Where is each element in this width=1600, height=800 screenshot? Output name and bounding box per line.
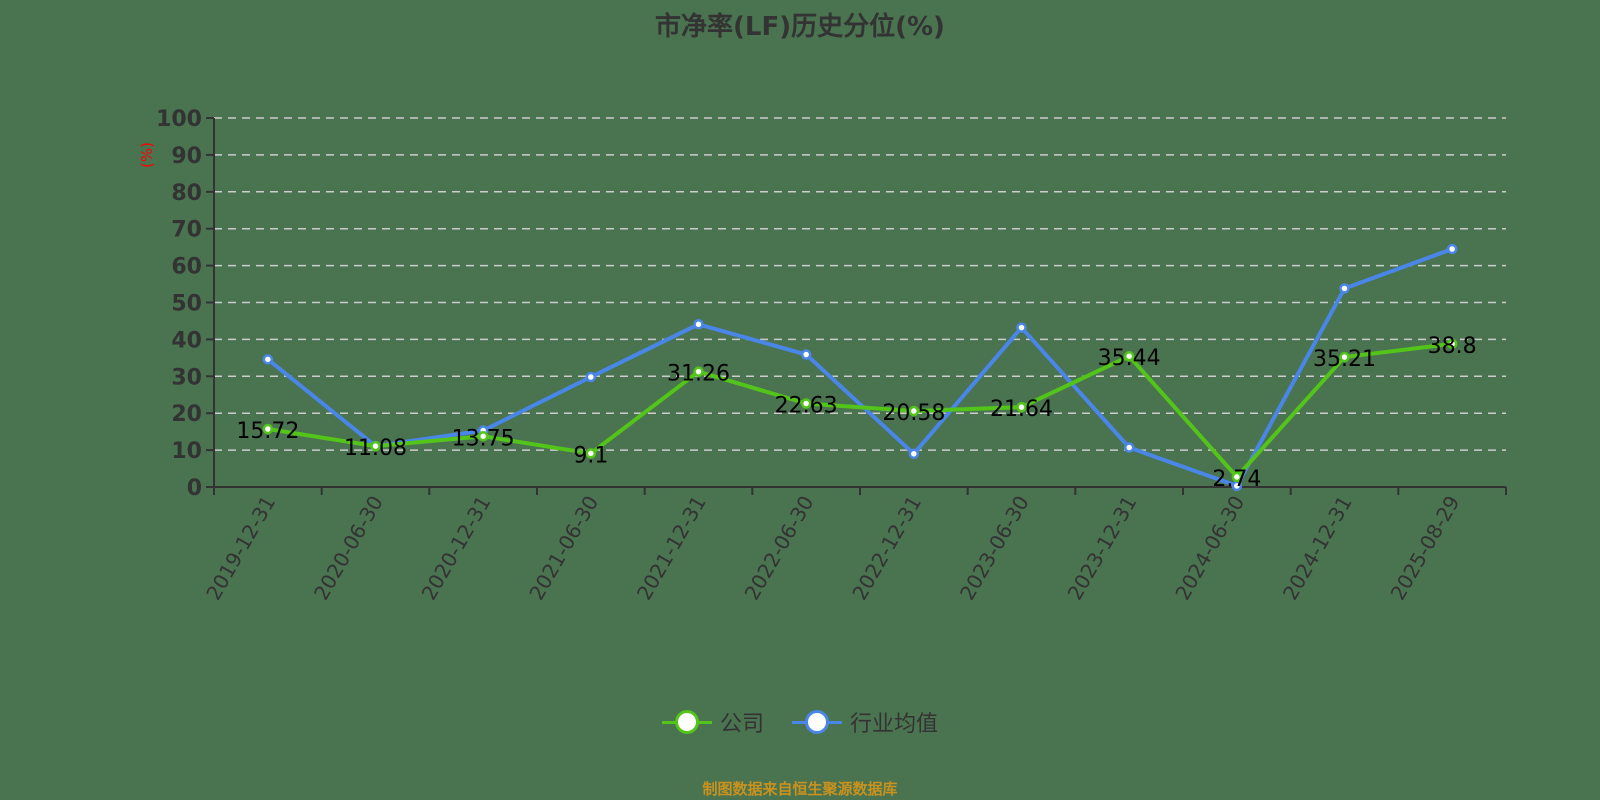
x-axis: 2019-12-31 2020-06-30 2020-12-31 2021-06-30… <box>201 486 1507 605</box>
x-tick-label: 2024-06-30 <box>1170 492 1249 605</box>
data-point[interactable] <box>1123 350 1135 362</box>
x-tick-label: 2020-06-30 <box>309 492 388 605</box>
data-point[interactable] <box>262 423 274 435</box>
x-tick-label: 2022-06-30 <box>740 492 819 605</box>
series-line-industry <box>266 247 1453 488</box>
x-tick-label: 2021-06-30 <box>524 492 603 605</box>
series-line-company <box>267 341 1453 479</box>
grid-lines <box>214 117 1506 451</box>
data-point[interactable] <box>800 398 812 409</box>
y-axis: 0 10 20 30 40 50 60 70 80 90 100(%) <box>138 107 215 501</box>
y-tick-label: 70 <box>171 218 202 243</box>
y-tick-label: 100 <box>156 107 202 132</box>
legend-industry-marker-icon <box>792 710 842 734</box>
chart-title: 市净率(LF)历史分位(%) <box>655 12 945 42</box>
legend-company-marker-icon <box>661 710 712 734</box>
y-tick-label: 50 <box>171 292 202 317</box>
legend-company-label: 公司 <box>719 712 764 737</box>
data-label: 20.58 <box>882 401 945 426</box>
y-tick-label: 90 <box>171 144 202 169</box>
data-label: 9.1 <box>573 443 608 468</box>
data-point[interactable] <box>262 354 274 365</box>
data-label: 22.63 <box>775 393 838 418</box>
y-tick-label: 40 <box>171 328 202 353</box>
data-point[interactable] <box>1446 338 1458 350</box>
legend-item-company[interactable]: 公司 <box>661 706 764 738</box>
data-point[interactable] <box>585 371 597 383</box>
data-labels: 15.72 11.08 13.75 9.1 31.26 22.63 20.58 21.64 35… <box>236 334 1476 492</box>
data-point[interactable] <box>1339 351 1350 363</box>
legend-item-industry[interactable]: 行业均值 <box>792 706 938 738</box>
y-tick-label: 20 <box>171 402 202 427</box>
data-label: 21.64 <box>990 397 1053 422</box>
data-point[interactable] <box>800 349 812 360</box>
x-tick-label: 2025-08-29 <box>1386 492 1465 605</box>
data-point[interactable] <box>1231 471 1243 483</box>
x-tick-label: 2020-12-31 <box>417 492 496 605</box>
y-tick-label: 0 <box>187 476 202 501</box>
data-point[interactable] <box>585 448 597 459</box>
data-point[interactable] <box>693 366 704 377</box>
data-label: 2.74 <box>1212 467 1261 492</box>
data-point[interactable] <box>477 431 489 442</box>
x-tick-label: 2024-12-31 <box>1278 492 1357 605</box>
data-label: 13.75 <box>452 426 515 451</box>
y-tick-label: 60 <box>171 255 202 280</box>
data-point[interactable] <box>1446 243 1458 255</box>
data-point[interactable] <box>693 319 704 330</box>
data-point[interactable] <box>908 405 920 417</box>
data-label: 35.44 <box>1098 346 1161 371</box>
data-label: 35.21 <box>1313 347 1376 372</box>
data-point[interactable] <box>1016 401 1027 413</box>
legend: 公司 行业均值 <box>0 706 1600 738</box>
legend-industry-label: 行业均值 <box>850 712 939 737</box>
data-point[interactable] <box>370 440 381 452</box>
x-tick-label: 2023-12-31 <box>1063 492 1142 605</box>
data-point[interactable] <box>1339 283 1350 294</box>
x-tick-label: 2019-12-31 <box>201 492 280 605</box>
y-tick-label: 80 <box>171 181 202 206</box>
x-tick-label: 2023-06-30 <box>955 492 1034 605</box>
data-point[interactable] <box>1123 442 1135 453</box>
data-label: 11.08 <box>344 436 407 461</box>
source-note: 制图数据来自恒生聚源数据库 <box>702 780 898 798</box>
data-label: 38.8 <box>1428 334 1477 359</box>
series-lines <box>262 243 1458 492</box>
y-axis-unit-label: (%) <box>138 142 156 168</box>
y-tick-label: 30 <box>171 365 202 390</box>
x-tick-label: 2022-12-31 <box>847 492 926 605</box>
line-chart: 0 10 20 30 40 50 60 70 80 90 100(%) 2019-12-31 2020… <box>138 107 1507 605</box>
data-point[interactable] <box>1016 322 1027 333</box>
x-tick-label: 2021-12-31 <box>632 492 711 605</box>
data-label: 15.72 <box>236 419 299 444</box>
y-tick-label: 10 <box>171 439 202 464</box>
data-point[interactable] <box>908 448 920 460</box>
data-label: 31.26 <box>667 362 730 387</box>
